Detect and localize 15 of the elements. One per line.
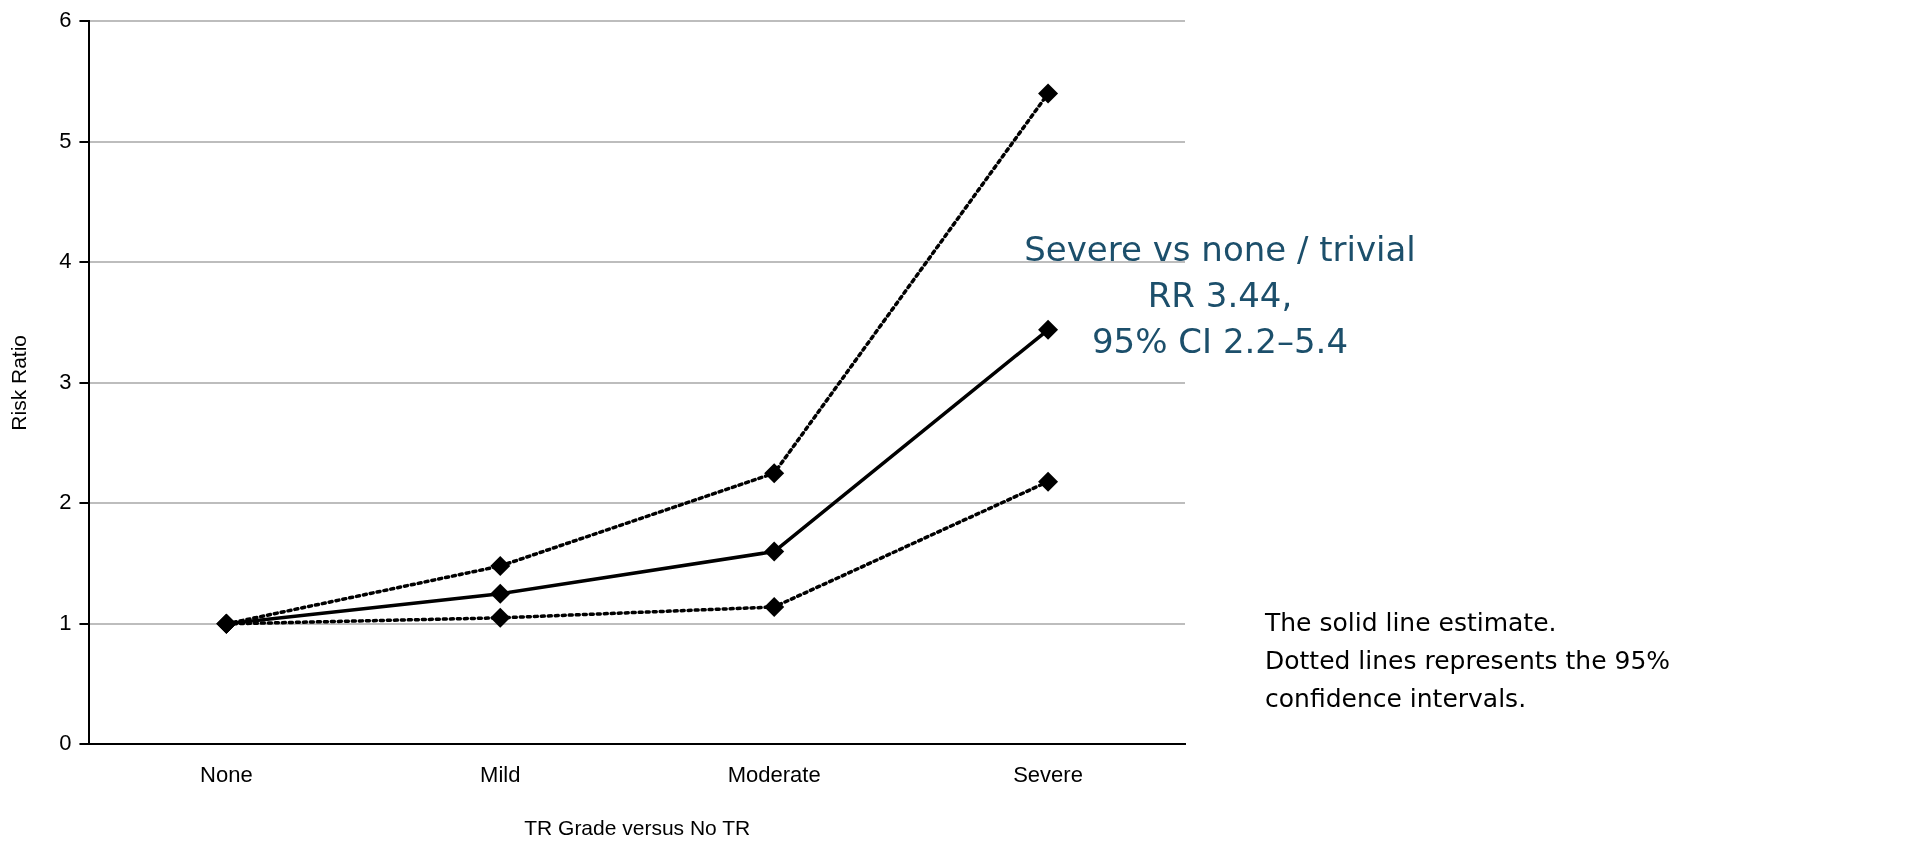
x-axis-title: TR Grade versus No TR: [524, 816, 751, 840]
y-tick-label: 5: [59, 127, 72, 153]
y-tick-label: 3: [59, 368, 72, 394]
x-tick-label: Mild: [480, 761, 521, 787]
x-tick-label: Severe: [1013, 761, 1083, 787]
y-tick-label: 0: [59, 730, 72, 756]
y-axis-title: Risk Ratio: [7, 334, 31, 431]
y-tick-label: 6: [59, 7, 72, 33]
x-tick-label: None: [200, 761, 253, 787]
text: The solid line estimate. Dotted lines represents the 95% confidence intervals.: [1264, 608, 1671, 713]
y-tick-label: 2: [59, 489, 72, 515]
x-tick-label: Moderate: [727, 761, 821, 787]
annotation: Severe vs none / trivial RR 3.44, 95% CI 2.2–5.4: [1024, 228, 1416, 361]
y-tick-label: 1: [59, 609, 72, 635]
y-tick-label: 4: [59, 248, 72, 274]
